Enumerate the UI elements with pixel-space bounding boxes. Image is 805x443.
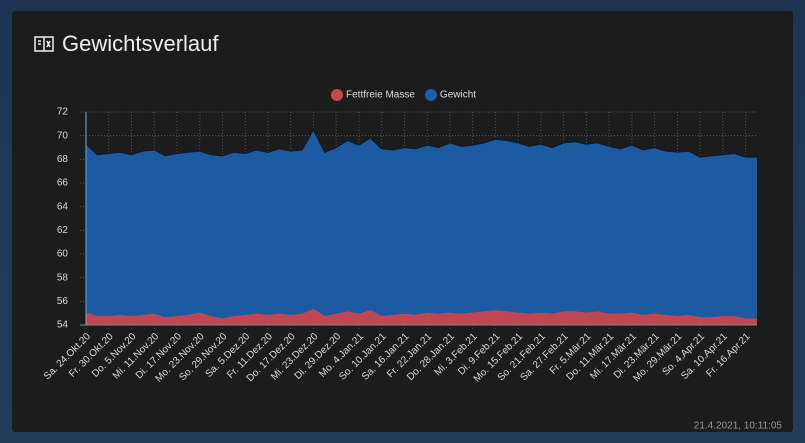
y-tick-label: 54: [57, 320, 69, 331]
y-tick-label: 60: [57, 249, 69, 260]
area-line: [85, 308, 757, 320]
legend-label: Fettfreie Masse: [346, 90, 415, 101]
card-title: Gewichtsverlauf: [62, 31, 219, 56]
legend-swatch: [424, 89, 437, 101]
legend-swatch: [331, 89, 343, 101]
y-tick-label: 58: [57, 272, 69, 283]
y-tick-label: 72: [57, 107, 69, 118]
area: [86, 129, 757, 325]
area-line: [85, 128, 757, 158]
y-tick-label: 70: [57, 130, 69, 141]
card-icon: [34, 36, 54, 52]
y-tick-label: 66: [57, 178, 69, 189]
y-tick-label: 64: [57, 201, 69, 212]
timestamp: 21.4.2021, 10:11:05: [694, 421, 783, 432]
y-tick-label: 62: [57, 225, 69, 236]
legend-label: Gewicht: [440, 90, 476, 101]
y-tick-label: 68: [57, 154, 69, 165]
y-tick-label: 56: [57, 296, 69, 307]
